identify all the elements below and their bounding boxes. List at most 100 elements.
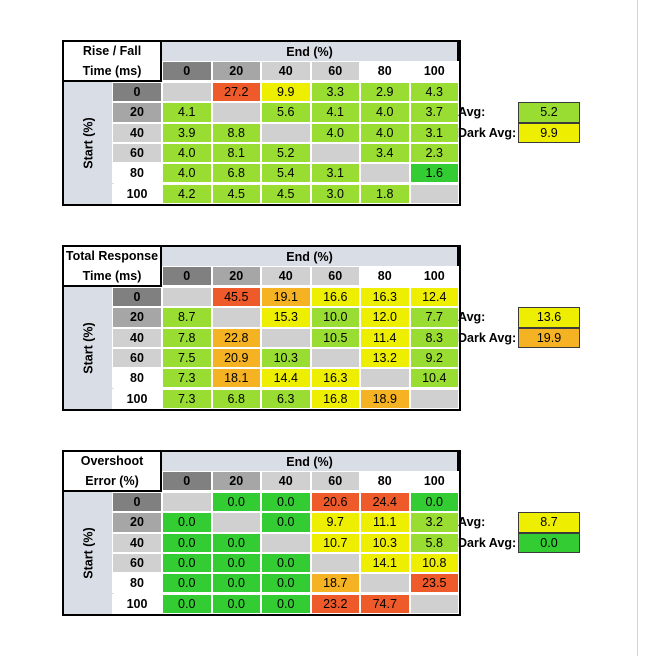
heatmap-cell: 7.3: [162, 368, 212, 389]
heatmap-cell: 1.8: [360, 183, 410, 204]
heatmap-cell: [409, 388, 459, 409]
heatmap-cell: 9.2: [409, 347, 459, 369]
heatmap-cell: 8.7: [162, 307, 212, 328]
avg-value: 8.7: [518, 512, 580, 533]
heatmap-block-1: Rise / Fall Time (ms) End (%) Start (%) 0 20 4…: [60, 40, 620, 206]
heatmap-cell: 74.7: [360, 593, 410, 614]
heatmap-cell: 2.9: [360, 82, 410, 103]
heatmap-cell: 4.3: [409, 82, 459, 103]
col-header-0: 0: [162, 61, 212, 82]
heatmap-cell: 4.1: [162, 102, 212, 123]
heatmap-cell: [261, 122, 311, 143]
heatmap-cell: 16.3: [360, 287, 410, 308]
heatmap-cell: 10.3: [261, 347, 311, 369]
heatmap-cell: 15.3: [261, 307, 311, 328]
heatmap-cell: 9.9: [261, 82, 311, 103]
end-axis-header: End (%): [162, 450, 459, 471]
heatmap-cell: 3.1: [310, 163, 360, 184]
col-header-20: 20: [211, 266, 261, 287]
table-title-line2: Error (%): [85, 474, 139, 488]
heatmap-cell: 8.3: [409, 327, 459, 348]
heatmap-cell: 8.8: [211, 122, 261, 143]
heatmap-cell: 2.3: [409, 142, 459, 164]
heatmap-cell: 3.4: [360, 142, 410, 164]
col-header-100: 100: [409, 471, 459, 492]
row-header-20: 20: [112, 512, 162, 533]
heatmap-cell: 10.4: [409, 368, 459, 389]
heatmap-cell: 23.5: [409, 573, 459, 594]
row-header-0: 0: [112, 82, 162, 103]
row-header-80: 80: [112, 163, 162, 184]
col-header-40: 40: [261, 471, 311, 492]
heatmap-cell: 23.2: [310, 593, 360, 614]
heatmap-block-3: Overshoot Error (%) End (%) Start (%) 0 20 40 6…: [60, 450, 620, 616]
heatmap-cell: 0.0: [261, 593, 311, 614]
heatmap-cell: 10.3: [360, 532, 410, 553]
row-header-80: 80: [112, 573, 162, 594]
heatmap-cell: 0.0: [162, 552, 212, 574]
heatmap-cell: 4.0: [310, 122, 360, 143]
col-header-100: 100: [409, 266, 459, 287]
col-header-60: 60: [310, 266, 360, 287]
heatmap-cell: 24.4: [360, 492, 410, 513]
heatmap-cell: 10.7: [310, 532, 360, 553]
table-title-line2: Time (ms): [82, 269, 142, 283]
heatmap-cell: [162, 492, 212, 513]
col-header-20: 20: [211, 61, 261, 82]
heatmap-cell: 12.0: [360, 307, 410, 328]
table-title-line2: Time (ms): [82, 64, 142, 78]
col-header-80: 80: [360, 471, 410, 492]
row-header-60: 60: [112, 347, 162, 369]
heatmap-cell: 6.8: [211, 388, 261, 409]
heatmap-block-2: Total Response Time (ms) End (%) Start (%) 0…: [60, 245, 620, 411]
start-axis-label: Start (%): [82, 117, 96, 169]
heatmap-cell: 16.6: [310, 287, 360, 308]
heatmap-cell: 14.1: [360, 552, 410, 574]
heatmap-cell: 8.1: [211, 142, 261, 164]
row-header-100: 100: [112, 593, 162, 614]
heatmap-cell: 0.0: [162, 573, 212, 594]
table-title-line1: Total Response: [65, 249, 159, 263]
heatmap-cell: 5.6: [261, 102, 311, 123]
heatmap-cell: 0.0: [211, 532, 261, 553]
heatmap-cell: [360, 368, 410, 389]
row-header-0: 0: [112, 287, 162, 308]
heatmap-cell: [310, 552, 360, 574]
heatmap-cell: 20.9: [211, 347, 261, 369]
heatmap-cell: 5.4: [261, 163, 311, 184]
start-axis-header: Start (%): [62, 492, 114, 616]
heatmap-cell: 4.2: [162, 183, 212, 204]
dark-avg-value: 0.0: [518, 532, 580, 553]
heatmap-cell: 6.8: [211, 163, 261, 184]
dark-avg-label: Dark Avg:: [458, 535, 517, 550]
start-axis-label: Start (%): [82, 322, 96, 374]
heatmap-cell: [162, 82, 212, 103]
row-header-20: 20: [112, 307, 162, 328]
col-header-20: 20: [211, 471, 261, 492]
heatmap-cell: 3.2: [409, 512, 459, 533]
heatmap-cell: 14.4: [261, 368, 311, 389]
heatmap-cell: 0.0: [261, 573, 311, 594]
heatmap-cell: 13.2: [360, 347, 410, 369]
col-header-80: 80: [360, 266, 410, 287]
heatmap-cell: 12.4: [409, 287, 459, 308]
col-header-100: 100: [409, 61, 459, 82]
heatmap-cell: 0.0: [162, 593, 212, 614]
table-title-line1: Overshoot: [80, 454, 144, 468]
heatmap-cell: 16.3: [310, 368, 360, 389]
table-title: Rise / Fall Time (ms): [62, 40, 162, 82]
row-header-60: 60: [112, 552, 162, 574]
heatmap-cell: 5.8: [409, 532, 459, 553]
end-axis-header: End (%): [162, 245, 459, 266]
row-header-100: 100: [112, 183, 162, 204]
heatmap-cell: 22.8: [211, 327, 261, 348]
heatmap-cell: 4.0: [360, 122, 410, 143]
heatmap-cell: 0.0: [211, 552, 261, 574]
end-axis-header: End (%): [162, 40, 459, 61]
heatmap-cell: [211, 102, 261, 123]
heatmap-cell: [360, 573, 410, 594]
heatmap-cell: [162, 287, 212, 308]
start-axis-header: Start (%): [62, 82, 114, 206]
col-header-60: 60: [310, 471, 360, 492]
heatmap-cell: [409, 183, 459, 204]
